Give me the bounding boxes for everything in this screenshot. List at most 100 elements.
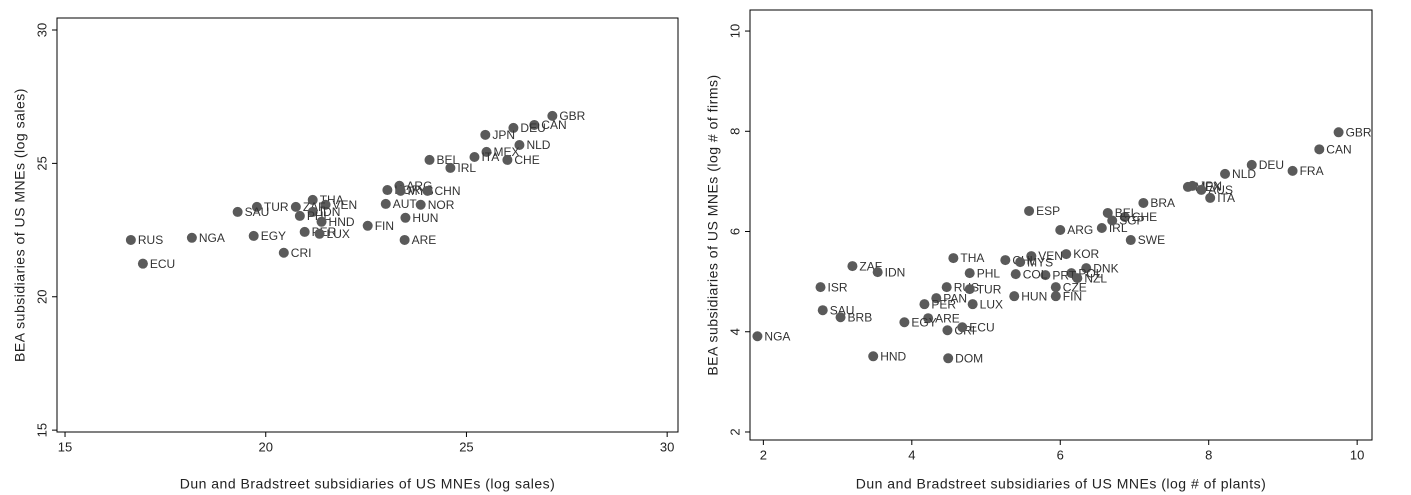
- y-tick-label: 20: [34, 290, 49, 304]
- point-label: AUT: [393, 197, 418, 211]
- point: [1072, 273, 1083, 284]
- point-label: DNK: [1093, 261, 1118, 275]
- point-label: ECU: [150, 257, 175, 271]
- point: [445, 162, 456, 173]
- point: [248, 230, 259, 241]
- point-label: NLD: [526, 138, 550, 152]
- point: [1107, 215, 1118, 226]
- point: [1055, 225, 1066, 236]
- point: [899, 317, 910, 328]
- point: [1096, 223, 1107, 234]
- point: [278, 247, 289, 258]
- point: [752, 331, 763, 342]
- point-label: NZL: [1084, 271, 1107, 285]
- point: [1287, 165, 1298, 176]
- point-label: BEL: [1115, 206, 1138, 220]
- point: [1187, 180, 1198, 191]
- point: [1102, 207, 1113, 218]
- point-label: VEN: [333, 198, 358, 212]
- y-tick-label: 4: [727, 328, 742, 335]
- point: [1246, 159, 1257, 170]
- point: [320, 199, 331, 210]
- point: [1081, 263, 1092, 274]
- point: [508, 122, 519, 133]
- y-tick-label: 10: [727, 24, 742, 38]
- x-tick-label: 30: [660, 439, 674, 454]
- y-tick-label: 6: [727, 228, 742, 235]
- point-label: VEN: [1038, 249, 1063, 263]
- point-label: IRL: [457, 161, 476, 175]
- point-label: COL: [1023, 267, 1048, 281]
- point-label: EGY: [911, 315, 936, 329]
- point-label: EGY: [261, 229, 286, 243]
- point-label: SWE: [1138, 233, 1165, 247]
- point-label: ISR: [828, 280, 848, 294]
- point: [957, 322, 968, 333]
- point: [1220, 168, 1231, 179]
- point: [307, 206, 318, 217]
- point: [835, 312, 846, 323]
- point: [251, 201, 262, 212]
- point-label: GBR: [1346, 125, 1372, 139]
- point-label: CHN: [435, 184, 461, 198]
- point-label: CAN: [541, 118, 566, 132]
- point-label: DEU: [1259, 158, 1284, 172]
- y-axis-title: BEA subsidiaries of US MNEs (log sales): [12, 88, 28, 362]
- point: [1061, 249, 1072, 260]
- point-label: NLD: [1232, 167, 1256, 181]
- point: [307, 194, 318, 205]
- y-tick-label: 30: [34, 23, 49, 37]
- point-label: LUX: [327, 227, 350, 241]
- point: [1050, 291, 1061, 302]
- point: [299, 226, 310, 237]
- point-label: ESP: [1036, 204, 1060, 218]
- point-label: IDN: [320, 205, 341, 219]
- point: [942, 325, 953, 336]
- y-tick-label: 2: [727, 428, 742, 435]
- x-axis-title: Dun and Bradstreet subsidiaries of US MN…: [856, 476, 1267, 492]
- point: [1024, 205, 1035, 216]
- point-label: SAU: [830, 303, 855, 317]
- x-tick-label: 6: [1057, 447, 1064, 462]
- point-label: SGP: [1119, 214, 1144, 228]
- point: [1125, 235, 1136, 246]
- point: [362, 220, 373, 231]
- point-label: RUS: [138, 233, 163, 247]
- point-label: KOR: [1073, 247, 1099, 261]
- point-label: BEL: [437, 153, 460, 167]
- point-label: DOM: [955, 351, 983, 365]
- point: [382, 185, 393, 196]
- point: [1040, 270, 1051, 281]
- x-tick-label: 25: [459, 439, 473, 454]
- point-label: CHE: [514, 153, 539, 167]
- point-label: AUS: [1208, 183, 1233, 197]
- point: [967, 299, 978, 310]
- point-label: ECU: [969, 320, 994, 334]
- plot-frame: [56, 17, 679, 433]
- point-label: IDN: [885, 265, 906, 279]
- point: [1333, 127, 1344, 138]
- point: [1010, 269, 1021, 280]
- point-label: MEX: [494, 145, 520, 159]
- point: [137, 258, 148, 269]
- point-label: PAN: [943, 291, 967, 305]
- x-tick-label: 4: [908, 447, 915, 462]
- point: [294, 210, 305, 221]
- point-label: PER: [931, 297, 956, 311]
- point: [400, 212, 411, 223]
- y-tick-label: 15: [34, 423, 49, 437]
- point: [941, 282, 952, 293]
- point: [931, 293, 942, 304]
- point: [469, 151, 480, 162]
- point: [125, 234, 136, 245]
- point: [399, 234, 410, 245]
- point-label: CHE: [1132, 210, 1157, 224]
- x-tick-label: 20: [259, 439, 273, 454]
- point: [395, 185, 406, 196]
- point: [943, 353, 954, 364]
- point-label: LUX: [980, 297, 1003, 311]
- point: [529, 119, 540, 130]
- point-label: PHL: [977, 266, 1001, 280]
- point-label: FIN: [375, 219, 394, 233]
